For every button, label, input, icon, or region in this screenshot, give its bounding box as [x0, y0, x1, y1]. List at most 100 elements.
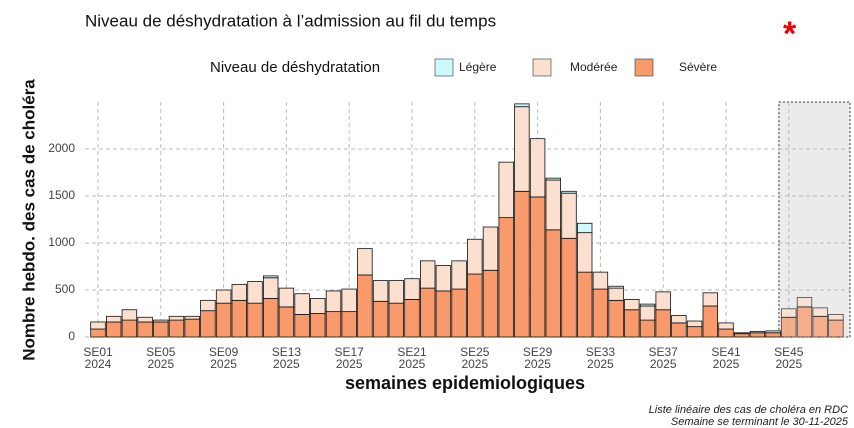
bar-segment: [514, 103, 530, 108]
bar-segment: [577, 271, 593, 338]
x-tick-label: SE41 2025: [711, 345, 741, 371]
bar-segment: [200, 310, 216, 338]
legend-label: Légère: [459, 60, 497, 74]
x-tick-label: SE17 2025: [334, 345, 364, 371]
bar-segment: [372, 300, 389, 338]
bar-segment: [310, 313, 326, 338]
x-axis-title: semaines epidemiologiques: [345, 373, 585, 393]
bar-segment: [514, 106, 530, 192]
y-axis-title: Nombre hebdo. des cas de choléra: [19, 79, 38, 361]
legend-swatch: [434, 58, 454, 77]
bar-segment: [467, 238, 483, 275]
x-tick-label: SE05 2025: [146, 345, 176, 371]
bar-segment: [718, 322, 734, 330]
bar-segment: [592, 271, 609, 290]
bar-segment: [325, 290, 342, 313]
bar-segment: [828, 319, 844, 338]
bar-segment: [577, 222, 593, 234]
bar-segment: [372, 280, 389, 302]
bar-segment: [639, 319, 656, 338]
x-tick-label: SE13 2025: [271, 345, 302, 371]
legend-label: Sévère: [679, 60, 717, 74]
bar-segment: [545, 177, 562, 181]
bar-segment: [796, 306, 813, 338]
x-tick-label: SE33 2025: [585, 345, 616, 371]
bar-segment: [341, 311, 357, 338]
x-tick-label: SE37 2025: [648, 345, 678, 371]
bar-segment: [168, 319, 185, 338]
bar-segment: [749, 332, 766, 338]
legend-label: Modérée: [570, 60, 618, 74]
bar-segment: [435, 290, 452, 338]
bar-segment: [624, 309, 640, 338]
bar-segment: [106, 315, 122, 323]
bar-segment: [294, 314, 310, 338]
bar-segment: [561, 192, 577, 239]
bar-segment: [734, 332, 750, 335]
bar-segment: [608, 287, 624, 301]
bar-segment: [639, 303, 656, 307]
bar-segment: [451, 260, 467, 290]
bar-segment: [341, 288, 357, 313]
bar-segment: [529, 196, 546, 338]
bar-segment: [90, 321, 106, 330]
bar-segment: [278, 306, 295, 338]
bar-segment: [153, 321, 169, 338]
bar-segment: [608, 285, 624, 289]
bar-segment: [106, 321, 122, 338]
bar-segment: [498, 217, 514, 338]
bar-segment: [545, 179, 562, 231]
bar-segment: [812, 315, 828, 338]
x-tick-label: SE09 2025: [208, 345, 239, 371]
bar-segment: [325, 311, 342, 338]
bar-segment: [781, 308, 797, 318]
bar-segment: [482, 226, 499, 271]
bar-segment: [137, 316, 153, 323]
bar-segment: [812, 307, 828, 317]
bar-segment: [686, 320, 703, 328]
caption: Liste linéaire des cas de choléra en RDC: [649, 404, 848, 416]
x-tick-label: SE01 2024: [83, 345, 113, 371]
bar-segment: [215, 289, 232, 304]
bar-segment: [482, 269, 499, 338]
y-tick-label: 0: [68, 329, 75, 343]
bar-segment: [404, 298, 420, 338]
bar-segment: [294, 293, 310, 315]
y-tick-label: 1500: [48, 188, 75, 202]
bar-segment: [121, 309, 138, 321]
bar-segment: [796, 297, 813, 308]
bar-segment: [655, 291, 671, 311]
caption: Semaine se terminant le 30-11-2025: [671, 416, 849, 428]
bar-segment: [765, 332, 781, 338]
bar-segment: [545, 229, 562, 338]
y-tick-label: 500: [55, 282, 75, 296]
bar-segment: [137, 321, 153, 338]
x-tick-label: SE45 2025: [774, 345, 804, 371]
bar-segment: [231, 299, 248, 338]
bar-segment: [388, 280, 405, 304]
marker: *: [783, 15, 797, 53]
bar-segment: [121, 319, 138, 338]
bar-segment: [781, 316, 797, 338]
bar-segment: [184, 315, 200, 320]
bar-segment: [655, 309, 671, 338]
bar-segment: [153, 319, 169, 323]
bar-segment: [247, 302, 263, 338]
bar-segment: [749, 330, 766, 334]
bar-segment: [608, 299, 624, 338]
bar-segment: [435, 265, 452, 292]
x-tick-label: SE21 2025: [397, 345, 427, 371]
bar-segment: [357, 248, 373, 276]
x-tick-label: SE29 2025: [522, 345, 553, 371]
bar-segment: [671, 314, 687, 324]
bar-segment: [765, 330, 781, 334]
bar-segment: [357, 274, 373, 338]
bar-segment: [828, 314, 844, 321]
bar-segment: [168, 315, 185, 321]
bar-segment: [90, 328, 106, 338]
bar-segment: [702, 305, 719, 338]
bar-segment: [592, 288, 609, 338]
bar-segment: [262, 275, 279, 279]
